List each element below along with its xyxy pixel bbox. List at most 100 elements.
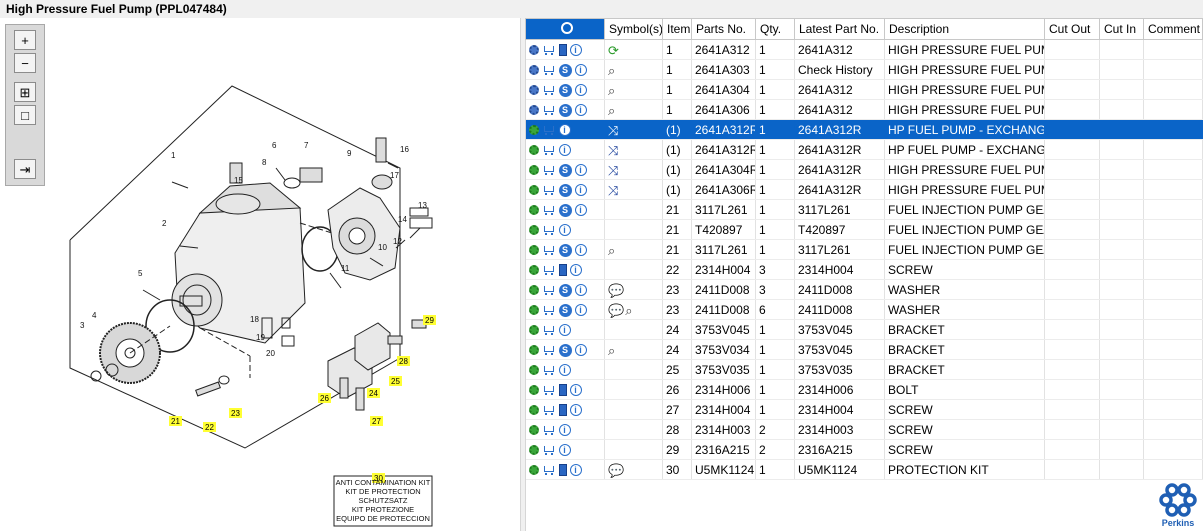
column-header-symbols[interactable]: Symbol(s) — [604, 18, 663, 40]
column-header-latest-part-no[interactable]: Latest Part No. — [794, 18, 885, 40]
shopping-cart-icon[interactable] — [542, 165, 556, 176]
callout-25[interactable]: 25 — [391, 377, 400, 386]
shopping-cart-icon[interactable] — [542, 385, 556, 396]
shopping-cart-icon[interactable] — [542, 125, 556, 136]
supersession-icon[interactable]: S — [558, 83, 572, 97]
info-icon[interactable]: i — [574, 164, 587, 177]
callout-23[interactable]: 23 — [231, 409, 240, 418]
table-row[interactable]: i 22 2314H004 3 2314H004 SCREW — [525, 259, 1203, 280]
info-icon[interactable]: i — [574, 184, 587, 197]
info-icon[interactable]: i — [558, 224, 571, 237]
service-book-icon[interactable] — [558, 384, 567, 397]
exchange-symbol-icon[interactable]: ⤨ — [608, 142, 619, 158]
refresh-symbol-icon[interactable]: ⟳ — [608, 42, 619, 58]
column-header-cut-out[interactable]: Cut Out — [1044, 18, 1100, 40]
table-row[interactable]: i ⤨ (1) 2641A312R 1 2641A312R HP FUEL PUMP - E… — [525, 119, 1203, 140]
configure-gear-icon[interactable] — [528, 205, 539, 216]
shopping-cart-icon[interactable] — [542, 305, 556, 316]
info-icon[interactable]: i — [574, 284, 587, 297]
service-book-icon[interactable] — [558, 464, 567, 477]
configure-gear-icon[interactable] — [528, 305, 539, 316]
export-button[interactable]: ⇥ — [14, 159, 36, 179]
info-icon[interactable]: i — [574, 344, 587, 357]
table-row[interactable]: i 27 2314H004 1 2314H004 SCREW — [525, 399, 1203, 420]
supersession-icon[interactable]: S — [558, 283, 572, 297]
info-icon[interactable]: i — [558, 324, 571, 337]
exchange-symbol-icon[interactable]: ⤨ — [608, 162, 619, 178]
magnifier-symbol-icon[interactable]: ⌕ — [608, 102, 616, 118]
callout-highlight-21[interactable] — [169, 416, 182, 426]
configure-gear-icon[interactable] — [528, 185, 539, 196]
column-header-parts-no[interactable]: Parts No. — [691, 18, 756, 40]
callout-28[interactable]: 28 — [399, 357, 408, 366]
shopping-cart-icon[interactable] — [542, 445, 556, 456]
configure-gear-icon[interactable] — [528, 405, 539, 416]
supersession-icon[interactable]: S — [558, 103, 572, 117]
supersession-icon[interactable]: S — [558, 183, 572, 197]
info-icon[interactable]: i — [558, 424, 571, 437]
table-row[interactable]: i ⟳ 1 2641A312 1 2641A312 HIGH PRESSURE FUEL P… — [525, 39, 1203, 60]
info-icon[interactable]: i — [574, 204, 587, 217]
info-icon[interactable]: i — [574, 64, 587, 77]
info-icon[interactable]: i — [569, 464, 582, 477]
shopping-cart-icon[interactable] — [542, 105, 556, 116]
configure-gear-icon[interactable] — [528, 165, 539, 176]
service-book-icon[interactable] — [558, 44, 567, 57]
magnifier-symbol-icon[interactable]: ⌕ — [608, 242, 616, 258]
callout-24[interactable]: 24 — [369, 389, 378, 398]
info-icon[interactable]: i — [574, 244, 587, 257]
table-row[interactable]: i 26 2314H006 1 2314H006 BOLT — [525, 379, 1203, 400]
callout-highlight-24[interactable] — [367, 388, 380, 398]
configure-gear-icon[interactable] — [528, 45, 539, 56]
shopping-cart-icon[interactable] — [542, 325, 556, 336]
column-header-cut-in[interactable]: Cut In — [1099, 18, 1144, 40]
service-book-icon[interactable] — [558, 264, 567, 277]
shopping-cart-icon[interactable] — [542, 345, 556, 356]
configure-gear-icon[interactable] — [528, 285, 539, 296]
shopping-cart-icon[interactable] — [542, 85, 556, 96]
shopping-cart-icon[interactable] — [542, 405, 556, 416]
table-row[interactable]: i 25 3753V035 1 3753V035 BRACKET — [525, 359, 1203, 380]
table-row[interactable]: i ⤨ (1) 2641A312R 1 2641A312R HP FUEL PUMP - E… — [525, 139, 1203, 160]
configure-gear-icon[interactable] — [528, 465, 539, 476]
comment-symbol-icon[interactable]: 💬 — [608, 462, 625, 478]
shopping-cart-icon[interactable] — [542, 465, 556, 476]
configure-gear-icon[interactable] — [528, 245, 539, 256]
callout-highlight-23[interactable] — [229, 408, 242, 418]
configure-gear-icon[interactable] — [528, 345, 539, 356]
configure-gear-icon[interactable] — [528, 145, 539, 156]
column-header-description[interactable]: Description — [884, 18, 1045, 40]
shopping-cart-icon[interactable] — [542, 425, 556, 436]
configure-gear-icon[interactable] — [528, 325, 539, 336]
info-icon[interactable]: i — [569, 44, 582, 57]
table-row[interactable]: i 29 2316A215 2 2316A215 SCREW — [525, 439, 1203, 460]
callout-27[interactable]: 27 — [372, 417, 381, 426]
zoom-out-button[interactable]: − — [14, 53, 36, 73]
callout-21[interactable]: 21 — [171, 417, 180, 426]
info-icon[interactable]: i — [558, 444, 571, 457]
comment-symbol-icon[interactable]: 💬 — [608, 302, 625, 318]
configure-gear-icon[interactable] — [528, 385, 539, 396]
supersession-icon[interactable]: S — [558, 243, 572, 257]
callout-highlight-26[interactable] — [318, 393, 331, 403]
info-icon[interactable]: i — [574, 84, 587, 97]
exploded-parts-diagram[interactable]: 1 2 3 4 5 6 7 8 9 10 11 12 13 14 15 16 1… — [0, 18, 520, 531]
callout-22[interactable]: 22 — [205, 423, 214, 432]
callout-highlight-22[interactable] — [203, 422, 216, 432]
magnifier-symbol-icon[interactable]: ⌕ — [608, 62, 616, 78]
callout-26[interactable]: 26 — [320, 394, 329, 403]
actual-size-button[interactable]: □ — [14, 105, 36, 125]
supersession-icon[interactable]: S — [558, 203, 572, 217]
shopping-cart-icon[interactable] — [542, 245, 556, 256]
info-icon[interactable]: i — [574, 304, 587, 317]
configure-gear-icon[interactable] — [528, 265, 539, 276]
configure-gear-icon[interactable] — [528, 65, 539, 76]
